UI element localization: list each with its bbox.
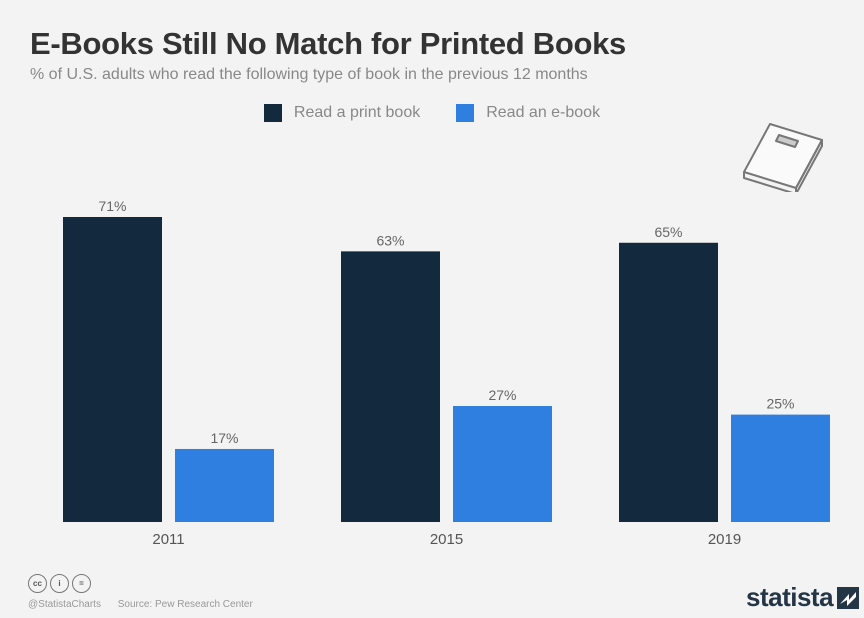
data-label-ebook-2011: 17% (210, 430, 238, 446)
bar-ebook-2015 (453, 406, 552, 522)
creative-commons-icon: cc (28, 574, 47, 593)
x-tick-label-2019: 2019 (708, 531, 741, 548)
data-label-print-2019: 65% (654, 224, 682, 240)
bar-print-2015 (341, 251, 440, 522)
legend: Read a print book Read an e-book (0, 104, 864, 122)
bar-ebook-2011 (175, 448, 274, 522)
x-tick-label-2011: 2011 (152, 531, 184, 548)
bar-print-2011 (63, 217, 162, 522)
x-tick-label-2015: 2015 (430, 531, 463, 548)
data-label-print-2011: 71% (98, 198, 126, 214)
footer-source: Source: Pew Research Center (117, 599, 253, 610)
info-icon: i (50, 574, 69, 593)
legend-label-print: Read a print book (293, 104, 421, 121)
legend-swatch-print (263, 104, 282, 122)
chart-title: E-Books Still No Match for Printed Books (30, 26, 626, 61)
chart-subtitle: % of U.S. adults who read the following … (30, 66, 588, 83)
footer-handle: @StatistaCharts (28, 599, 101, 610)
footer: @StatistaCharts Source: Pew Research Cen… (28, 599, 253, 610)
legend-item-ebook: Read an e-book (456, 104, 600, 122)
brand-name: statista (746, 582, 834, 612)
statista-logo[interactable]: statista (746, 582, 860, 613)
data-label-ebook-2019: 25% (766, 396, 794, 412)
book-icon (743, 123, 823, 192)
bar-print-2019 (619, 242, 718, 522)
data-label-print-2015: 63% (376, 232, 404, 248)
statista-logo-mark-icon (837, 586, 860, 609)
legend-item-print: Read a print book (263, 104, 421, 122)
data-label-ebook-2015: 27% (488, 387, 516, 403)
legend-label-ebook: Read an e-book (486, 104, 601, 121)
legend-swatch-ebook (456, 104, 475, 122)
no-derivatives-icon: = (72, 574, 91, 593)
bar-ebook-2019 (731, 414, 830, 522)
license-icons: cc i = (28, 574, 91, 593)
